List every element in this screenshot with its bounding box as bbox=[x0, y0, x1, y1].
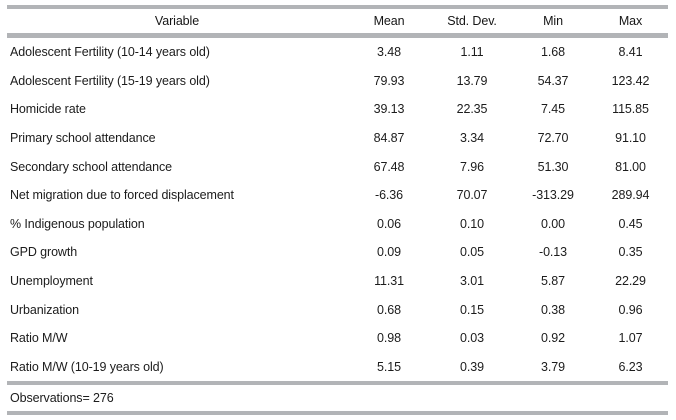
header-row: Variable Mean Std. Dev. Min Max bbox=[7, 7, 668, 38]
mean-cell: 3.48 bbox=[377, 45, 401, 60]
table-body: Adolescent Fertility (10-14 years old) 3… bbox=[7, 36, 668, 384]
mean-cell: 0.09 bbox=[377, 245, 401, 260]
max-cell: 123.42 bbox=[611, 73, 650, 88]
mean-cell: 11.31 bbox=[374, 274, 404, 289]
max-cell: 22.29 bbox=[615, 274, 646, 289]
mean-cell: 0.06 bbox=[377, 216, 401, 231]
max-cell: 6.23 bbox=[618, 359, 643, 374]
std-dev-cell: 3.34 bbox=[460, 131, 484, 146]
mean-cell: 0.98 bbox=[377, 331, 401, 346]
summary-stats-table: Variable Mean Std. Dev. Min Max Adolesce… bbox=[7, 5, 668, 416]
min-cell: 3.79 bbox=[541, 359, 565, 374]
variable-cell: Adolescent Fertility (10-14 years old) bbox=[10, 45, 210, 60]
table-row: GPD growth 0.09 0.05 -0.13 0.35 bbox=[7, 238, 668, 267]
table-row: Homicide rate 39.13 22.35 7.45 115.85 bbox=[7, 95, 668, 124]
variable-cell: Adolescent Fertility (15-19 years old) bbox=[10, 73, 210, 88]
table-row: Net migration due to forced displacement… bbox=[7, 181, 668, 210]
std-dev-cell: 0.03 bbox=[460, 331, 484, 346]
std-dev-cell: 7.96 bbox=[460, 159, 484, 174]
mean-cell: 39.13 bbox=[373, 102, 405, 117]
observations-note: Observations= 276 bbox=[7, 381, 668, 414]
mean-cell: 0.68 bbox=[377, 302, 401, 317]
table-row: Adolescent Fertility (15-19 years old) 7… bbox=[7, 67, 668, 96]
std-dev-cell: 0.10 bbox=[460, 216, 484, 231]
mean-cell: 5.15 bbox=[377, 359, 401, 374]
std-dev-cell: 13.79 bbox=[456, 73, 488, 88]
table-row: Unemployment 11.31 3.01 5.87 22.29 bbox=[7, 267, 668, 296]
table-header: Variable Mean Std. Dev. Min Max bbox=[7, 7, 668, 38]
max-cell: 115.85 bbox=[612, 102, 649, 117]
table-footer: Observations= 276 bbox=[7, 381, 668, 414]
variable-cell: Secondary school attendance bbox=[10, 159, 172, 174]
mean-cell: 79.93 bbox=[373, 73, 405, 88]
min-cell: 1.68 bbox=[541, 45, 565, 60]
table-row: Ratio M/W 0.98 0.03 0.92 1.07 bbox=[7, 324, 668, 353]
max-cell: 8.41 bbox=[618, 45, 643, 60]
max-cell: 289.94 bbox=[611, 188, 650, 203]
std-dev-cell: 70.07 bbox=[456, 188, 488, 203]
std-dev-cell: 3.01 bbox=[460, 274, 484, 289]
observations-value: 276 bbox=[93, 391, 114, 406]
observations-label: Observations= bbox=[10, 391, 90, 406]
variable-cell: Ratio M/W (10-19 years old) bbox=[10, 359, 164, 374]
min-cell: 0.92 bbox=[541, 331, 565, 346]
max-cell: 0.96 bbox=[618, 302, 643, 317]
variable-cell: Urbanization bbox=[10, 302, 79, 317]
table-row: Ratio M/W (10-19 years old) 5.15 0.39 3.… bbox=[7, 353, 668, 384]
mean-cell: 84.87 bbox=[373, 131, 405, 146]
min-cell: 0.38 bbox=[541, 302, 565, 317]
max-cell: 91.10 bbox=[615, 131, 646, 146]
table-row: Adolescent Fertility (10-14 years old) 3… bbox=[7, 36, 668, 67]
mean-cell: 67.48 bbox=[373, 159, 405, 174]
min-cell: 72.70 bbox=[537, 131, 569, 146]
min-cell: -0.13 bbox=[539, 245, 567, 260]
std-dev-cell: 0.15 bbox=[460, 302, 484, 317]
col-header-min: Min bbox=[513, 7, 593, 38]
max-cell: 81.00 bbox=[615, 159, 646, 174]
table-row: Urbanization 0.68 0.15 0.38 0.96 bbox=[7, 295, 668, 324]
col-header-variable: Variable bbox=[7, 7, 347, 38]
min-cell: 0.00 bbox=[541, 216, 565, 231]
min-cell: 51.30 bbox=[537, 159, 569, 174]
max-cell: 0.45 bbox=[618, 216, 643, 231]
col-header-max: Max bbox=[593, 7, 668, 38]
max-cell: 1.07 bbox=[618, 331, 643, 346]
std-dev-cell: 0.39 bbox=[460, 359, 484, 374]
variable-cell: Net migration due to forced displacement bbox=[10, 188, 234, 203]
std-dev-cell: 0.05 bbox=[460, 245, 484, 260]
std-dev-cell: 1.11 bbox=[460, 45, 484, 60]
min-cell: 54.37 bbox=[537, 73, 569, 88]
mean-cell: -6.36 bbox=[375, 188, 403, 203]
min-cell: 5.87 bbox=[541, 274, 565, 289]
variable-cell: % Indigenous population bbox=[10, 216, 145, 231]
variable-cell: Homicide rate bbox=[10, 102, 86, 117]
min-cell: 7.45 bbox=[541, 102, 565, 117]
std-dev-cell: 22.35 bbox=[456, 102, 488, 117]
variable-cell: Unemployment bbox=[10, 274, 93, 289]
col-header-mean: Mean bbox=[347, 7, 431, 38]
max-cell: 0.35 bbox=[618, 245, 643, 260]
table-row: % Indigenous population 0.06 0.10 0.00 0… bbox=[7, 210, 668, 239]
variable-cell: Primary school attendance bbox=[10, 131, 156, 146]
variable-cell: Ratio M/W bbox=[10, 331, 68, 346]
col-header-std-dev: Std. Dev. bbox=[431, 7, 513, 38]
footer-row: Observations= 276 bbox=[7, 381, 668, 414]
variable-cell: GPD growth bbox=[10, 245, 78, 260]
min-cell: -313.29 bbox=[532, 188, 574, 203]
table-row: Primary school attendance 84.87 3.34 72.… bbox=[7, 124, 668, 153]
table-row: Secondary school attendance 67.48 7.96 5… bbox=[7, 152, 668, 181]
